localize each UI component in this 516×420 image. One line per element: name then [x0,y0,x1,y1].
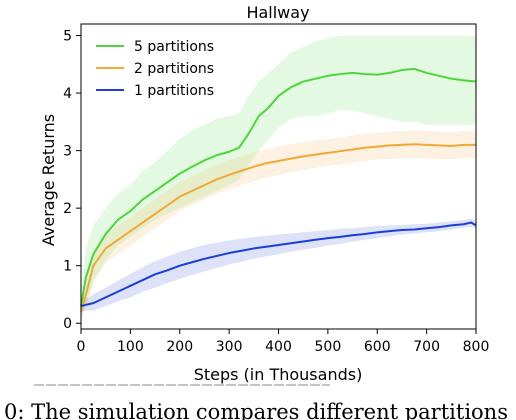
figure-caption: 0: The simulation compares different par… [4,400,508,420]
band-series-1 [81,35,476,318]
x-tick-label: 200 [166,339,193,355]
line-series-1 [80,67,477,307]
y-tick-label: 1 [63,259,72,275]
chart-title: Hallway [246,3,309,22]
y-axis-ticks: 0 1 2 3 4 5 [63,29,81,332]
y-tick-label: 5 [63,29,72,45]
x-tick-label: 600 [364,339,391,355]
legend-label-1: 5 partitions [134,39,214,55]
y-tick-label: 0 [63,316,72,332]
y-tick-label: 4 [63,86,72,102]
band-series-2 [81,130,476,321]
series-lines [80,67,477,313]
line-series-3 [80,221,477,307]
line-series-2 [80,143,476,313]
confidence-bands [81,35,476,321]
x-tick-label: 800 [463,339,490,355]
x-tick-label: 0 [77,339,86,355]
x-axis-label: Steps (in Thousands) [194,365,363,384]
x-axis-ticks: 0 100 200 300 400 500 600 700 800 [77,329,490,355]
x-tick-label: 700 [413,339,440,355]
x-tick-label: 400 [265,339,292,355]
legend-label-2: 2 partitions [134,61,214,77]
y-tick-label: 3 [63,144,72,160]
y-axis-label: Average Returns [39,114,58,246]
legend: 5 partitions 2 partitions 1 partitions [96,39,214,99]
x-tick-label: 100 [117,339,144,355]
legend-label-3: 1 partitions [134,83,214,99]
y-tick-label: 2 [63,201,72,217]
x-tick-label: 500 [315,339,342,355]
x-tick-label: 300 [216,339,243,355]
